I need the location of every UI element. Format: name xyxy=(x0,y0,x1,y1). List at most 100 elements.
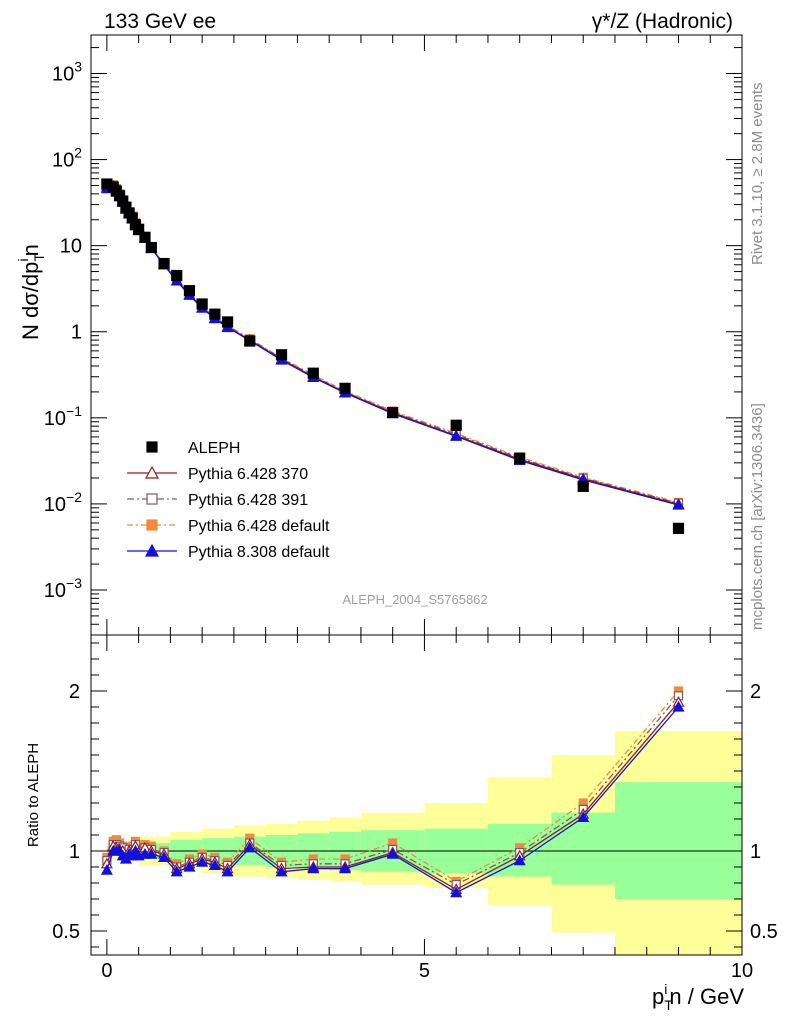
y-tick-exp: −2 xyxy=(66,489,82,505)
y-axis-label-main: N dσ/dpTin xyxy=(15,244,47,340)
data-point xyxy=(158,257,170,270)
ratio-point xyxy=(386,847,399,859)
legend-marker xyxy=(144,543,160,557)
right-title: γ*/Z (Hadronic) xyxy=(592,10,733,33)
data-point xyxy=(672,522,685,534)
data-point xyxy=(244,335,256,347)
x-tick-label: 10 xyxy=(731,960,753,982)
legend-label: ALEPH xyxy=(188,440,240,457)
ratio-y-tick-label: 1 xyxy=(69,841,80,863)
data-point xyxy=(183,285,196,297)
ratio-point xyxy=(196,855,209,867)
y-axis-label-text: N dσ/dp xyxy=(18,262,43,340)
mcplots-label: mcplots.cern.ch [arXiv:1306.3436] xyxy=(749,403,766,630)
main-series-layer xyxy=(100,178,685,534)
y-tick-exp: −3 xyxy=(66,575,82,591)
y-tick-base: 10 xyxy=(44,408,66,430)
inner-uncertainty-band xyxy=(614,782,742,899)
legend-label: Pythia 6.428 370 xyxy=(188,466,308,483)
y-axis-label-ratio: Ratio to ALEPH xyxy=(25,743,42,847)
y-tick-base: 10 xyxy=(44,494,66,516)
ratio-point xyxy=(307,862,320,874)
ratio-point xyxy=(208,859,221,871)
series-aleph xyxy=(101,178,685,534)
legend-label: Pythia 6.428 default xyxy=(188,518,330,535)
y-tick-exp: 2 xyxy=(74,145,82,161)
legend-item: Pythia 6.428 default xyxy=(127,518,330,535)
y-axis-label-sub: T xyxy=(31,253,47,262)
data-point xyxy=(275,349,288,361)
y-tick-exp: 3 xyxy=(74,58,82,74)
y-tick-label: 10−2 xyxy=(44,489,82,516)
y-tick-base: 10 xyxy=(52,63,74,85)
legend-item: Pythia 6.428 391 xyxy=(127,492,308,509)
data-point xyxy=(145,241,157,254)
ratio-y-tick-label-right: 0.5 xyxy=(750,921,778,943)
ratio-series-pythia-8-308-default xyxy=(100,700,685,898)
y-axis-label-sup: i xyxy=(15,258,31,261)
data-point xyxy=(339,382,351,394)
y-tick-exp: −1 xyxy=(66,403,82,419)
y-tick-base: 10 xyxy=(44,580,66,602)
data-point xyxy=(196,298,208,310)
ratio-bands xyxy=(91,731,742,955)
ratio-frame xyxy=(90,634,743,956)
analysis-label: ALEPH_2004_S5765862 xyxy=(342,592,487,607)
ratio-y-tick-label: 2 xyxy=(69,681,80,703)
data-point xyxy=(387,406,399,419)
ratio-point xyxy=(450,886,463,898)
ratio-point xyxy=(339,862,352,874)
y-tick-label: 103 xyxy=(52,58,82,85)
ratio-point xyxy=(183,860,196,872)
legend: ALEPH Pythia 6.428 370 Pythia 6.428 391 Pyt… xyxy=(127,440,330,561)
legend-marker xyxy=(146,493,158,505)
data-point xyxy=(514,452,526,464)
y-axis-label-tail: n xyxy=(18,244,43,256)
x-axis-label-p: p xyxy=(652,984,664,1009)
ratio-point xyxy=(145,847,158,859)
x-tick-label: 0 xyxy=(101,960,112,982)
data-point xyxy=(307,367,319,379)
ratio-point xyxy=(243,841,256,853)
data-point xyxy=(171,269,183,282)
rivet-label: Rivet 3.1.10, ≥ 2.8M events xyxy=(749,83,766,266)
ratio-y-tick-label-right: 1 xyxy=(750,841,761,863)
data-point xyxy=(221,316,234,328)
series-pythia-8-308-default xyxy=(100,180,685,510)
ratio-point xyxy=(577,811,590,823)
series-pythia-6-428-370 xyxy=(100,180,685,509)
y-tick-label: 10−3 xyxy=(44,575,82,602)
y-tick-label: 102 xyxy=(52,145,82,172)
ratio-point xyxy=(170,865,183,877)
ratio-point xyxy=(100,863,113,875)
y-tick-label: 10 xyxy=(60,236,82,258)
series-pythia-6-428-391 xyxy=(102,180,684,508)
x-axis-label-tail: n / GeV xyxy=(669,984,744,1009)
legend-item: Pythia 6.428 370 xyxy=(127,465,308,483)
ratio-y-tick-label: 0.5 xyxy=(52,921,80,943)
ratio-ticks: 0.5 0.5 1 1 2 2 0 5 10 xyxy=(52,635,778,982)
data-point xyxy=(209,308,221,320)
ratio-point xyxy=(275,865,288,877)
series-line xyxy=(106,186,679,506)
data-point xyxy=(672,498,685,510)
legend-marker xyxy=(146,441,158,453)
legend-item: ALEPH xyxy=(146,440,240,457)
inner-uncertainty-band xyxy=(551,812,615,885)
y-tick-label: 10−1 xyxy=(44,403,82,430)
data-point xyxy=(133,223,145,235)
ratio-y-tick-label-right: 2 xyxy=(750,681,761,703)
ratio-point xyxy=(158,851,171,863)
data-point xyxy=(139,231,151,243)
series-pythia-6-428-default xyxy=(102,180,684,508)
x-axis-label: pTin / GeV xyxy=(652,981,744,1013)
ratio-point xyxy=(513,854,526,866)
legend-label: Pythia 6.428 391 xyxy=(188,492,308,509)
left-title: 133 GeV ee xyxy=(104,10,216,33)
legend-marker xyxy=(144,465,160,479)
data-point xyxy=(450,430,463,441)
data-point xyxy=(450,419,462,431)
ratio-point xyxy=(672,700,685,712)
